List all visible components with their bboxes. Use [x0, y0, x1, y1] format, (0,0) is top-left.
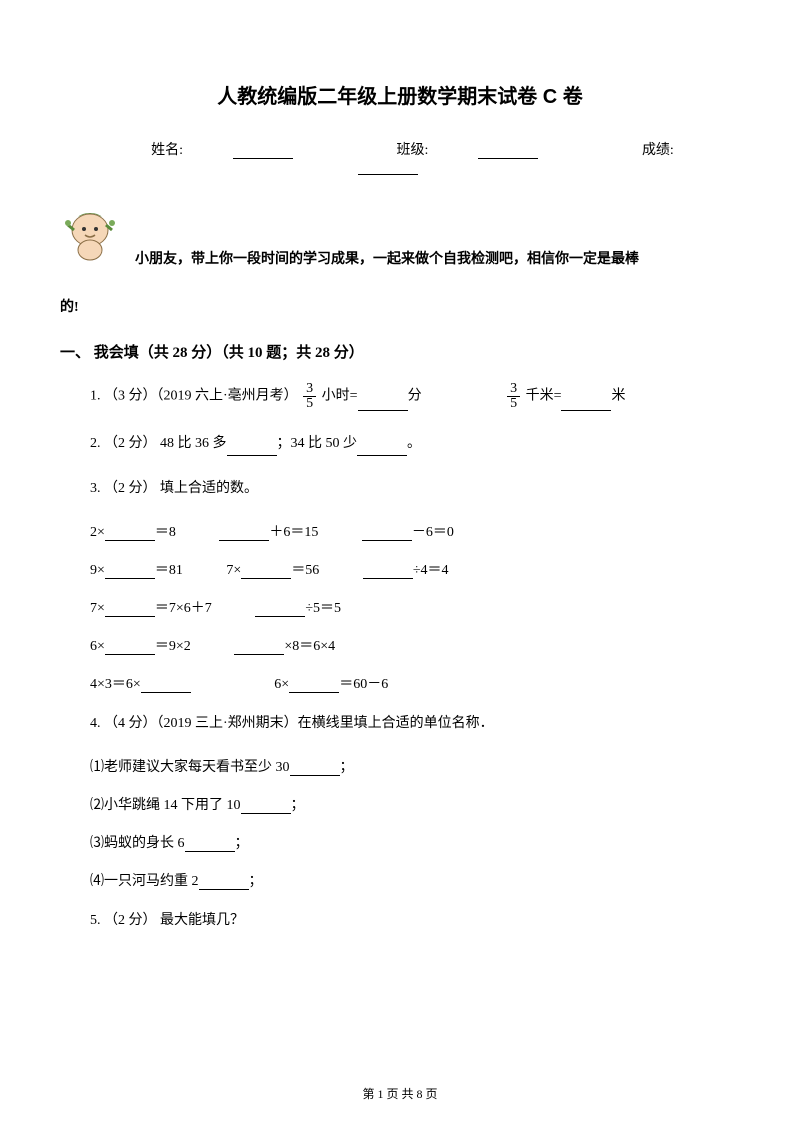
question-2: 2. （2 分） 48 比 36 多；34 比 50 少。	[90, 431, 740, 456]
fraction-1: 35	[303, 382, 316, 411]
student-info-line: 姓名: 班级: 成绩:	[60, 139, 740, 175]
mascot-icon	[60, 205, 120, 265]
intro-section: 小朋友，带上你一段时间的学习成果，一起来做个自我检测吧，相信你一定是最棒	[60, 205, 740, 276]
q3-row4: 6×＝9×2 ×8＝6×4	[90, 635, 740, 655]
page-title: 人教统编版二年级上册数学期末试卷 C 卷	[60, 80, 740, 109]
question-4: 4. （4 分）（2019 三上·郑州期末）在横线里填上合适的单位名称．	[90, 711, 740, 736]
q4-sub3: ⑶蚂蚁的身长 6；	[90, 832, 740, 852]
name-field: 姓名:	[126, 143, 318, 158]
q3-row3: 7×＝7×6＋7 ÷5＝5	[90, 597, 740, 617]
q4-sub1: ⑴老师建议大家每天看书至少 30；	[90, 756, 740, 776]
q4-sub2: ⑵小华跳绳 14 下用了 10；	[90, 794, 740, 814]
q3-row5: 4×3＝6× 6×＝60－6	[90, 673, 740, 693]
question-5: 5. （2 分） 最大能填几？	[90, 908, 740, 933]
question-1: 1. （3 分）（2019 六上·亳州月考） 35 小时=分 35 千米=米	[90, 382, 740, 411]
intro-text-2: 的!	[60, 296, 740, 316]
class-field: 班级:	[372, 143, 564, 158]
fraction-2: 35	[507, 382, 520, 411]
question-3: 3. （2 分） 填上合适的数。	[90, 476, 740, 501]
intro-text-1: 小朋友，带上你一段时间的学习成果，一起来做个自我检测吧，相信你一定是最棒	[135, 205, 639, 276]
q3-row2: 9×＝81 7×＝56 ÷4＝4	[90, 559, 740, 579]
page-footer: 第 1 页 共 8 页	[0, 1085, 800, 1102]
section-1-header: 一、 我会填（共 28 分）（共 10 题；共 28 分）	[60, 341, 740, 362]
q3-row1: 2×＝8 ＋6＝15 －6＝0	[90, 521, 740, 541]
q4-sub4: ⑷一只河马约重 2；	[90, 870, 740, 890]
